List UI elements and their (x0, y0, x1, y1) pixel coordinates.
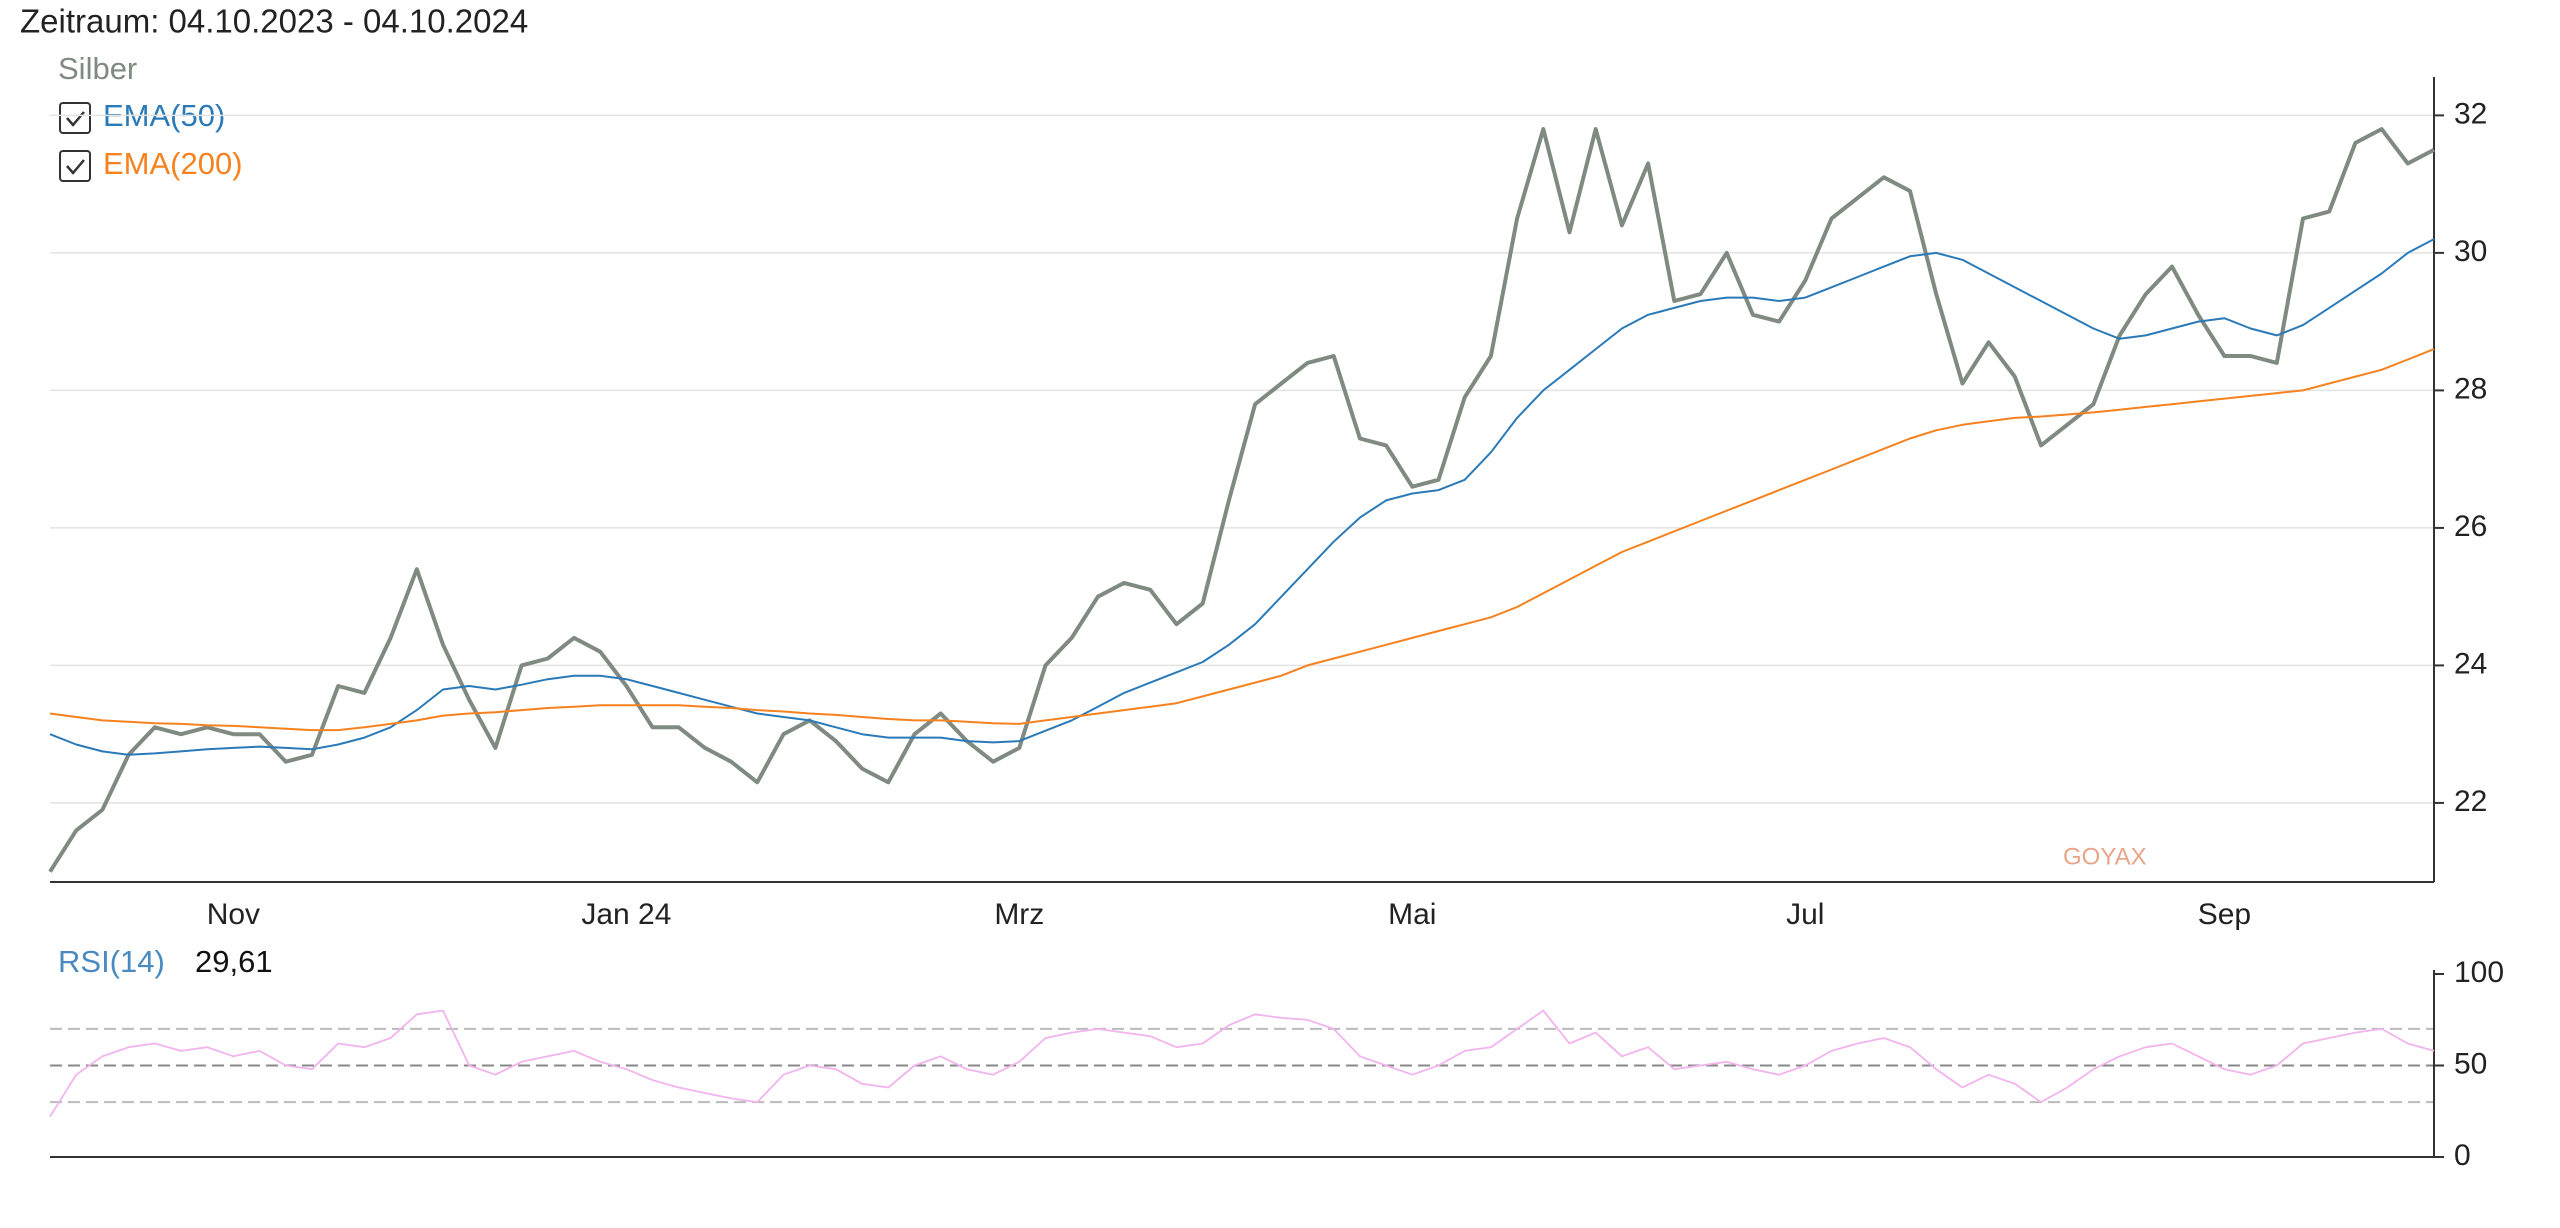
check-mark (66, 159, 85, 175)
x-tick-label: Nov (207, 898, 260, 931)
watermark: GOYAX (2063, 843, 2147, 870)
rsi-title: RSI(14) (58, 944, 165, 979)
legend-checkbox[interactable] (59, 102, 91, 134)
y-tick-label: 100 (2454, 956, 2504, 989)
series-line (49, 348, 2435, 732)
x-tick-label: Jul (1786, 898, 1824, 931)
y-tick-label: 50 (2454, 1047, 2487, 1080)
series-line (49, 1009, 2435, 1118)
y-tick-label: 26 (2454, 510, 2487, 543)
rsi-value: 29,61 (195, 944, 273, 979)
chart-title: Zeitraum: 04.10.2023 - 04.10.2024 (20, 3, 528, 40)
legend-checkbox[interactable] (59, 150, 91, 182)
y-tick-label: 24 (2454, 647, 2487, 680)
y-tick-label: 30 (2454, 235, 2487, 268)
x-tick-label: Mrz (994, 898, 1044, 931)
y-tick-label: 0 (2454, 1139, 2471, 1172)
x-tick-label: Mai (1388, 898, 1436, 931)
x-tick-label: Sep (2198, 898, 2251, 931)
check-mark (66, 111, 85, 127)
y-tick-label: 32 (2454, 97, 2487, 130)
y-tick-label: 28 (2454, 372, 2487, 405)
checkbox[interactable] (59, 102, 91, 134)
legend-label: EMA(200) (103, 146, 243, 181)
checkbox[interactable] (59, 150, 91, 182)
series-line (49, 238, 2435, 756)
series-line (48, 127, 2435, 873)
y-tick-label: 22 (2454, 785, 2487, 818)
x-tick-label: Jan 24 (581, 898, 671, 931)
legend-label: Silber (58, 51, 137, 86)
